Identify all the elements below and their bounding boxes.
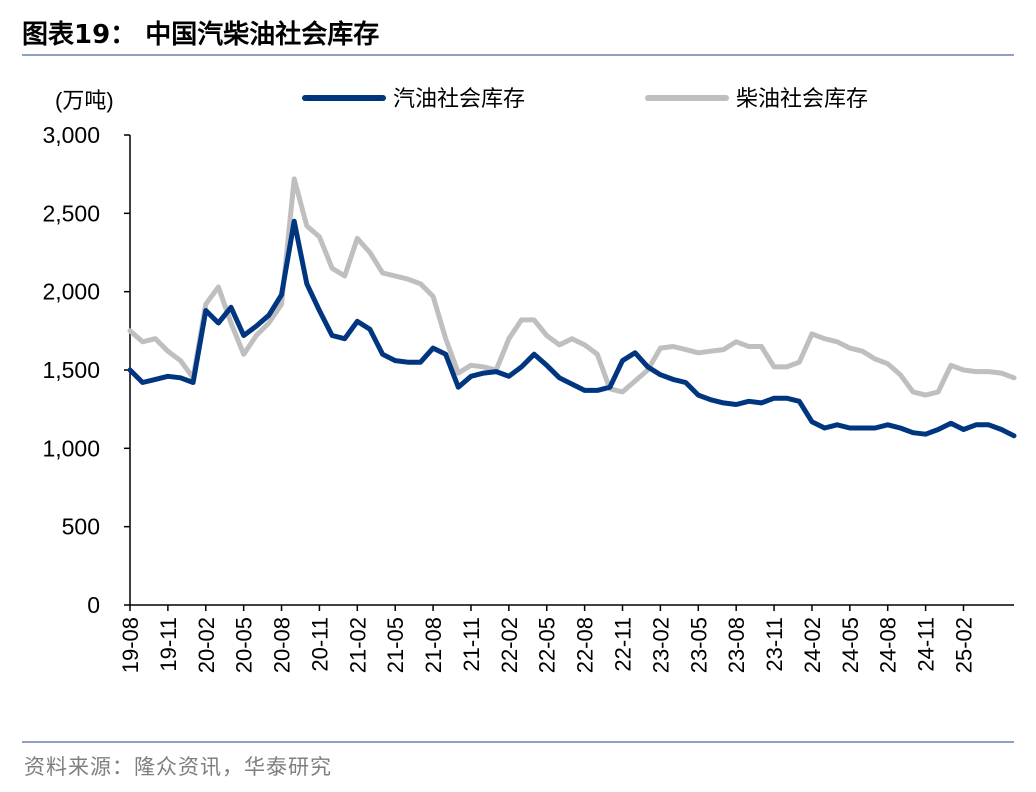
- legend-label-diesel: 柴油社会库存: [736, 86, 868, 111]
- y-tick-label: 1,000: [42, 435, 100, 461]
- x-tick-label: 23-05: [686, 617, 711, 673]
- line-chart: (万吨) 汽油社会库存 柴油社会库存 0 500 1,000 1,500 2,000 2,5…: [42, 86, 1017, 673]
- x-tick-label: 22-11: [611, 617, 636, 672]
- x-tick-label: 23-02: [648, 617, 673, 673]
- legend-label-gasoline: 汽油社会库存: [393, 86, 525, 111]
- x-tick-label: 23-11: [762, 617, 787, 672]
- x-tick-label: 20-05: [232, 617, 257, 673]
- x-tick-label: 20-08: [270, 617, 295, 673]
- y-tick-label: 500: [62, 514, 100, 540]
- x-tick-label: 23-08: [724, 617, 749, 673]
- x-tick-label: 24-05: [838, 617, 863, 673]
- chart-title: 图表19： 中国汽柴油社会库存: [22, 20, 380, 50]
- source-note: 资料来源：隆众资讯，华泰研究: [24, 755, 332, 779]
- y-tick-label: 1,500: [42, 357, 100, 383]
- x-tick-label: 24-02: [800, 617, 825, 673]
- x-tick-label: 19-08: [118, 617, 143, 673]
- x-tick-label: 21-11: [459, 617, 484, 672]
- legend: 汽油社会库存 柴油社会库存: [302, 86, 868, 111]
- series-line-gasoline: [127, 218, 1017, 439]
- footer-divider: [22, 741, 1014, 743]
- x-axis: 19-08 19-11 20-02 20-05 20-08 20-11 21-02 21-05…: [118, 604, 1014, 673]
- y-unit-label: (万吨): [55, 88, 114, 113]
- series-group: [127, 176, 1017, 439]
- series-line-diesel: [127, 176, 1017, 398]
- x-tick-label: 20-11: [307, 617, 332, 672]
- title-divider: [22, 54, 1014, 56]
- x-tick-label: 19-11: [156, 617, 181, 672]
- x-tick-label: 24-08: [876, 617, 901, 673]
- x-tick-label: 21-08: [421, 617, 446, 673]
- x-tick-label: 20-02: [194, 617, 219, 673]
- y-tick-label: 3,000: [42, 122, 100, 148]
- x-tick-label: 25-02: [951, 617, 976, 673]
- x-tick-label: 22-08: [573, 617, 598, 673]
- y-tick-label: 2,500: [42, 200, 100, 226]
- x-tick-label: 22-05: [535, 617, 560, 673]
- y-tick-label: 0: [87, 592, 100, 618]
- x-tick-label: 21-02: [345, 617, 370, 673]
- y-axis: 0 500 1,000 1,500 2,000 2,500 3,000: [42, 122, 131, 618]
- x-tick-label: 24-11: [914, 617, 939, 672]
- x-tick-label: 22-02: [497, 617, 522, 673]
- y-tick-label: 2,000: [42, 279, 100, 305]
- x-tick-label: 21-05: [383, 617, 408, 673]
